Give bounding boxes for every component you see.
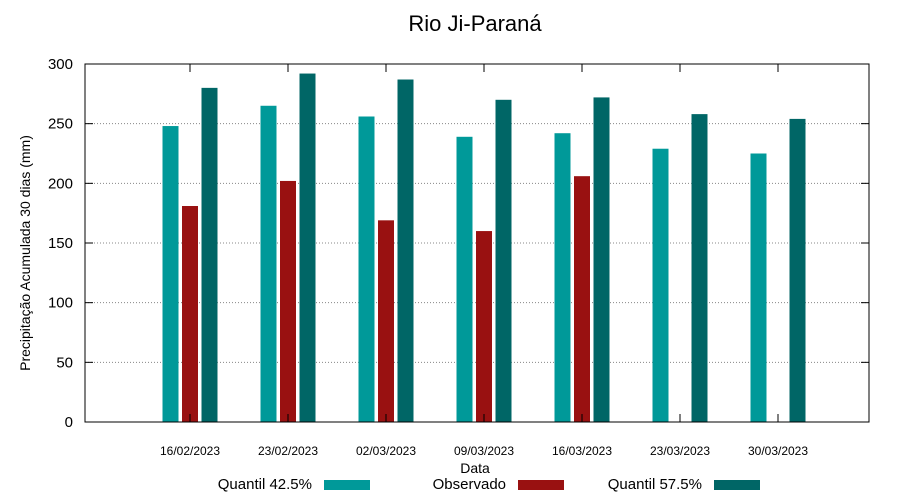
y-tick-label: 50	[56, 354, 73, 371]
x-tick-label: 16/02/2023	[160, 444, 220, 458]
bars	[162, 73, 806, 423]
bar-quantil-57-5-	[691, 114, 708, 423]
y-tick-label: 150	[48, 235, 73, 252]
bar-observado	[378, 220, 394, 422]
bar-observado	[574, 176, 590, 422]
bar-quantil-42-5-	[162, 126, 179, 422]
bar-quantil-57-5-	[789, 118, 806, 422]
bar-quantil-57-5-	[201, 87, 218, 422]
legend-swatch	[714, 480, 760, 490]
y-tick-label: 250	[48, 116, 73, 133]
x-tick-label: 23/03/2023	[650, 444, 710, 458]
x-tick-label: 30/03/2023	[748, 444, 808, 458]
axes: 0 50 100 150 200 250 300 16/02/2023 23/02/2023 02…	[48, 56, 869, 458]
bar-quantil-42-5-	[554, 133, 571, 423]
x-tick-label: 23/02/2023	[258, 444, 318, 458]
bar-quantil-42-5-	[456, 136, 473, 422]
bar-quantil-57-5-	[299, 73, 316, 423]
y-tick-label: 300	[48, 56, 73, 73]
legend-swatch	[518, 480, 564, 490]
bar-observado	[182, 206, 198, 422]
bar-quantil-57-5-	[495, 99, 512, 423]
y-tick-label: 0	[65, 414, 73, 431]
bar-quantil-57-5-	[397, 79, 414, 422]
y-tick-label: 200	[48, 175, 73, 192]
bar-observado	[476, 231, 492, 422]
bar-observado	[280, 180, 296, 422]
y-axis-label: Precipitação Acumulada 30 dias (mm)	[17, 135, 33, 371]
bar-quantil-42-5-	[652, 148, 669, 422]
legend: Quantil 42.5% Observado Quantil 57.5%	[218, 476, 760, 493]
legend-label: Quantil 42.5%	[218, 476, 312, 493]
x-tick-label: 09/03/2023	[454, 444, 514, 458]
chart-title: Rio Ji-Paraná	[408, 11, 542, 36]
x-axis-label: Data	[460, 460, 490, 476]
x-tick-label: 16/03/2023	[552, 444, 612, 458]
legend-swatch	[324, 480, 370, 490]
legend-label: Observado	[433, 476, 506, 493]
bar-quantil-42-5-	[260, 105, 277, 423]
x-tick-label: 02/03/2023	[356, 444, 416, 458]
y-tick-label: 100	[48, 295, 73, 312]
legend-label: Quantil 57.5%	[608, 476, 702, 493]
bar-quantil-42-5-	[358, 116, 375, 423]
bar-quantil-57-5-	[593, 97, 610, 422]
bar-quantil-42-5-	[750, 153, 767, 422]
